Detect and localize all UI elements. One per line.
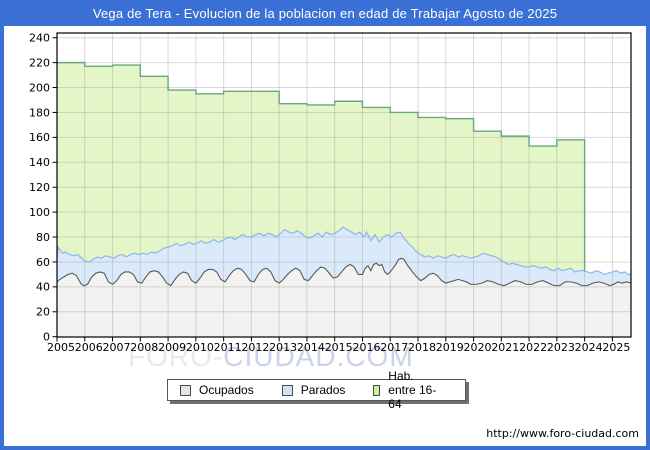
x-tick-label: 2008	[130, 341, 158, 354]
plot-border	[56, 32, 632, 338]
x-tick-label: 2017	[380, 341, 408, 354]
frame-border-left	[0, 26, 4, 450]
watermark-right: CIUDAD.COM	[223, 341, 414, 372]
watermark-left: FORO-	[128, 341, 224, 372]
footer-url[interactable]: http://www.foro-ciudad.com	[486, 427, 639, 440]
legend-label-ocupados: Ocupados	[199, 383, 254, 397]
legend-label-hab16-64: Hab. entre 16-64	[388, 369, 437, 411]
x-tick-label: 2011	[214, 341, 242, 354]
x-tick-label: 2019	[436, 341, 464, 354]
parados-swatch-icon	[281, 384, 293, 396]
legend-label-parados: Parados	[300, 383, 346, 397]
legend-item-hab16-64: Hab. entre 16-64	[373, 369, 437, 411]
y-tick-label: 220	[29, 56, 50, 69]
parados-line	[56, 226, 631, 276]
ocupados-line	[56, 257, 632, 287]
y-tick-label: 120	[29, 181, 50, 194]
y-tick-label: 40	[36, 281, 50, 294]
x-tick-label: 2014	[297, 341, 325, 354]
x-tick-label: 2018	[408, 341, 436, 354]
watermark: FORO-CIUDAD.COM	[128, 341, 414, 373]
y-tick-label: 60	[36, 256, 50, 269]
frame-border-bottom	[0, 446, 650, 450]
y-tick-label: 100	[29, 206, 50, 219]
y-tick-label: 180	[29, 106, 50, 119]
x-tick-label: 2024	[575, 341, 603, 354]
hab16-64-swatch-icon	[373, 384, 381, 396]
x-tick-label: 2013	[269, 341, 297, 354]
hab16-64-line	[57, 61, 586, 272]
x-tick-label: 2015	[325, 341, 353, 354]
y-tick-label: 80	[36, 231, 50, 244]
y-tick-label: 0	[43, 331, 50, 344]
legend-item-parados: Parados	[281, 383, 346, 397]
x-tick-label: 2022	[519, 341, 547, 354]
y-tick-label: 20	[36, 306, 50, 319]
x-tick-label: 2007	[103, 341, 131, 354]
x-tick-label: 2025	[602, 341, 630, 354]
y-tick-label: 200	[29, 81, 50, 94]
ocupados-swatch-icon	[180, 384, 191, 396]
chart-title: Vega de Tera - Evolucion de la poblacion…	[92, 5, 558, 21]
x-tick-label: 2010	[186, 341, 214, 354]
legend-item-ocupados: Ocupados	[180, 383, 254, 397]
frame-border-right	[646, 26, 650, 450]
x-tick-label: 2023	[547, 341, 575, 354]
x-tick-label: 2021	[491, 341, 519, 354]
chart-legend: Ocupados Parados Hab. entre 16-64	[167, 369, 466, 411]
y-tick-label: 160	[29, 131, 50, 144]
x-tick-label: 2020	[464, 341, 492, 354]
x-tick-label: 2012	[241, 341, 269, 354]
x-tick-label: 2009	[158, 341, 186, 354]
x-tick-label: 2005	[47, 341, 75, 354]
y-tick-label: 240	[29, 32, 50, 45]
y-tick-label: 140	[29, 156, 50, 169]
title-bar: Vega de Tera - Evolucion de la poblacion…	[0, 0, 650, 26]
x-tick-label: 2016	[352, 341, 380, 354]
x-tick-label: 2006	[75, 341, 103, 354]
